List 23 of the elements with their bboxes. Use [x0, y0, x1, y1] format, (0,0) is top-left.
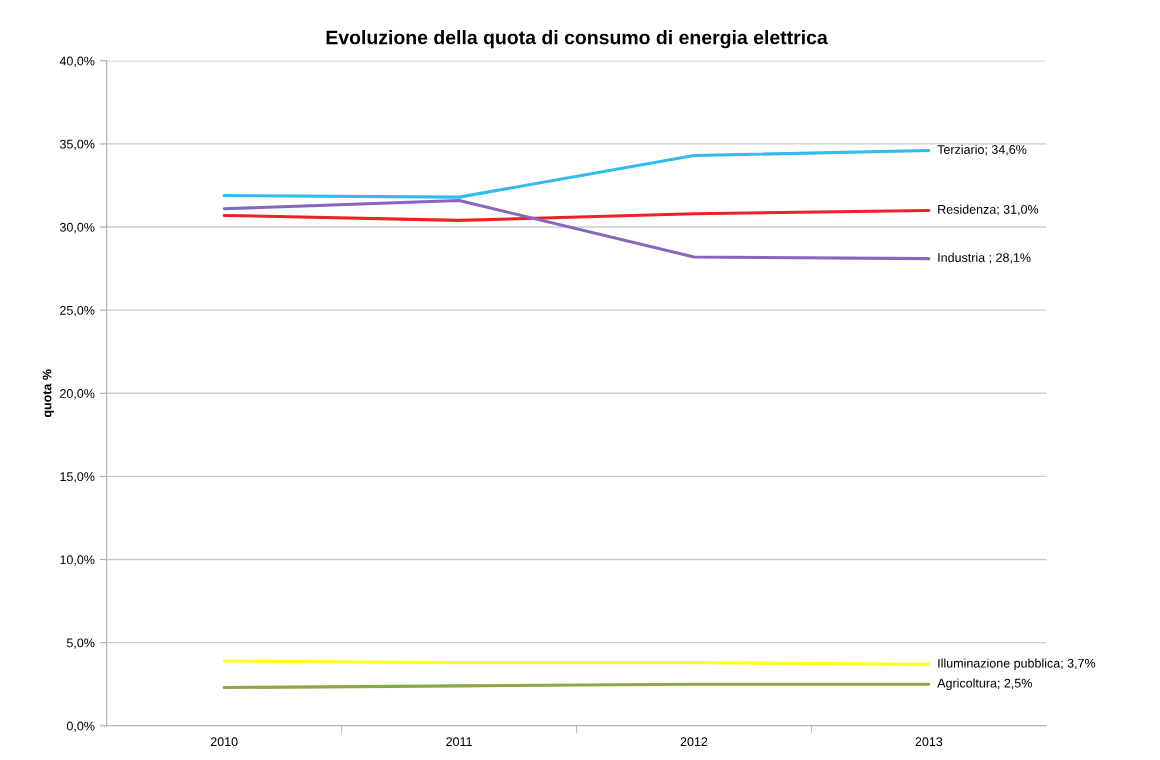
line-series	[222, 149, 931, 199]
x-tick-label: 2013	[915, 737, 943, 747]
y-tick-label: 5,0%	[66, 638, 95, 649]
y-tick-label: 30,0%	[59, 222, 95, 234]
y-tick-label: 10,0%	[60, 555, 95, 566]
y-tick-label: 35,0%	[59, 139, 95, 151]
y-axis-title: quota %	[42, 369, 54, 418]
line-series	[222, 208, 931, 222]
x-tick-label: 2011	[446, 737, 472, 747]
y-tick-label: 0,0%	[66, 721, 95, 732]
x-tick-label: 2010	[210, 737, 238, 747]
y-tick-label: 25,0%	[60, 305, 95, 317]
chart-title: Evoluzione della quota di consumo di energia elettrica	[326, 30, 828, 49]
data-label: Terziario; 34,6%	[937, 144, 1027, 156]
y-tick-label: 15,0%	[60, 472, 95, 483]
data-label: Illuminazione pubblica; 3,7%	[938, 658, 1096, 671]
line-series	[222, 198, 931, 261]
data-label: Residenza; 31,0%	[938, 204, 1039, 216]
y-tick-label: 40,0%	[59, 56, 95, 67]
y-tick-label: 20,0%	[60, 389, 95, 400]
data-label: Agricoltura; 2,5%	[937, 678, 1032, 691]
data-label: Industria ; 28,1%	[938, 252, 1031, 264]
x-tick-label: 2012	[680, 737, 708, 747]
